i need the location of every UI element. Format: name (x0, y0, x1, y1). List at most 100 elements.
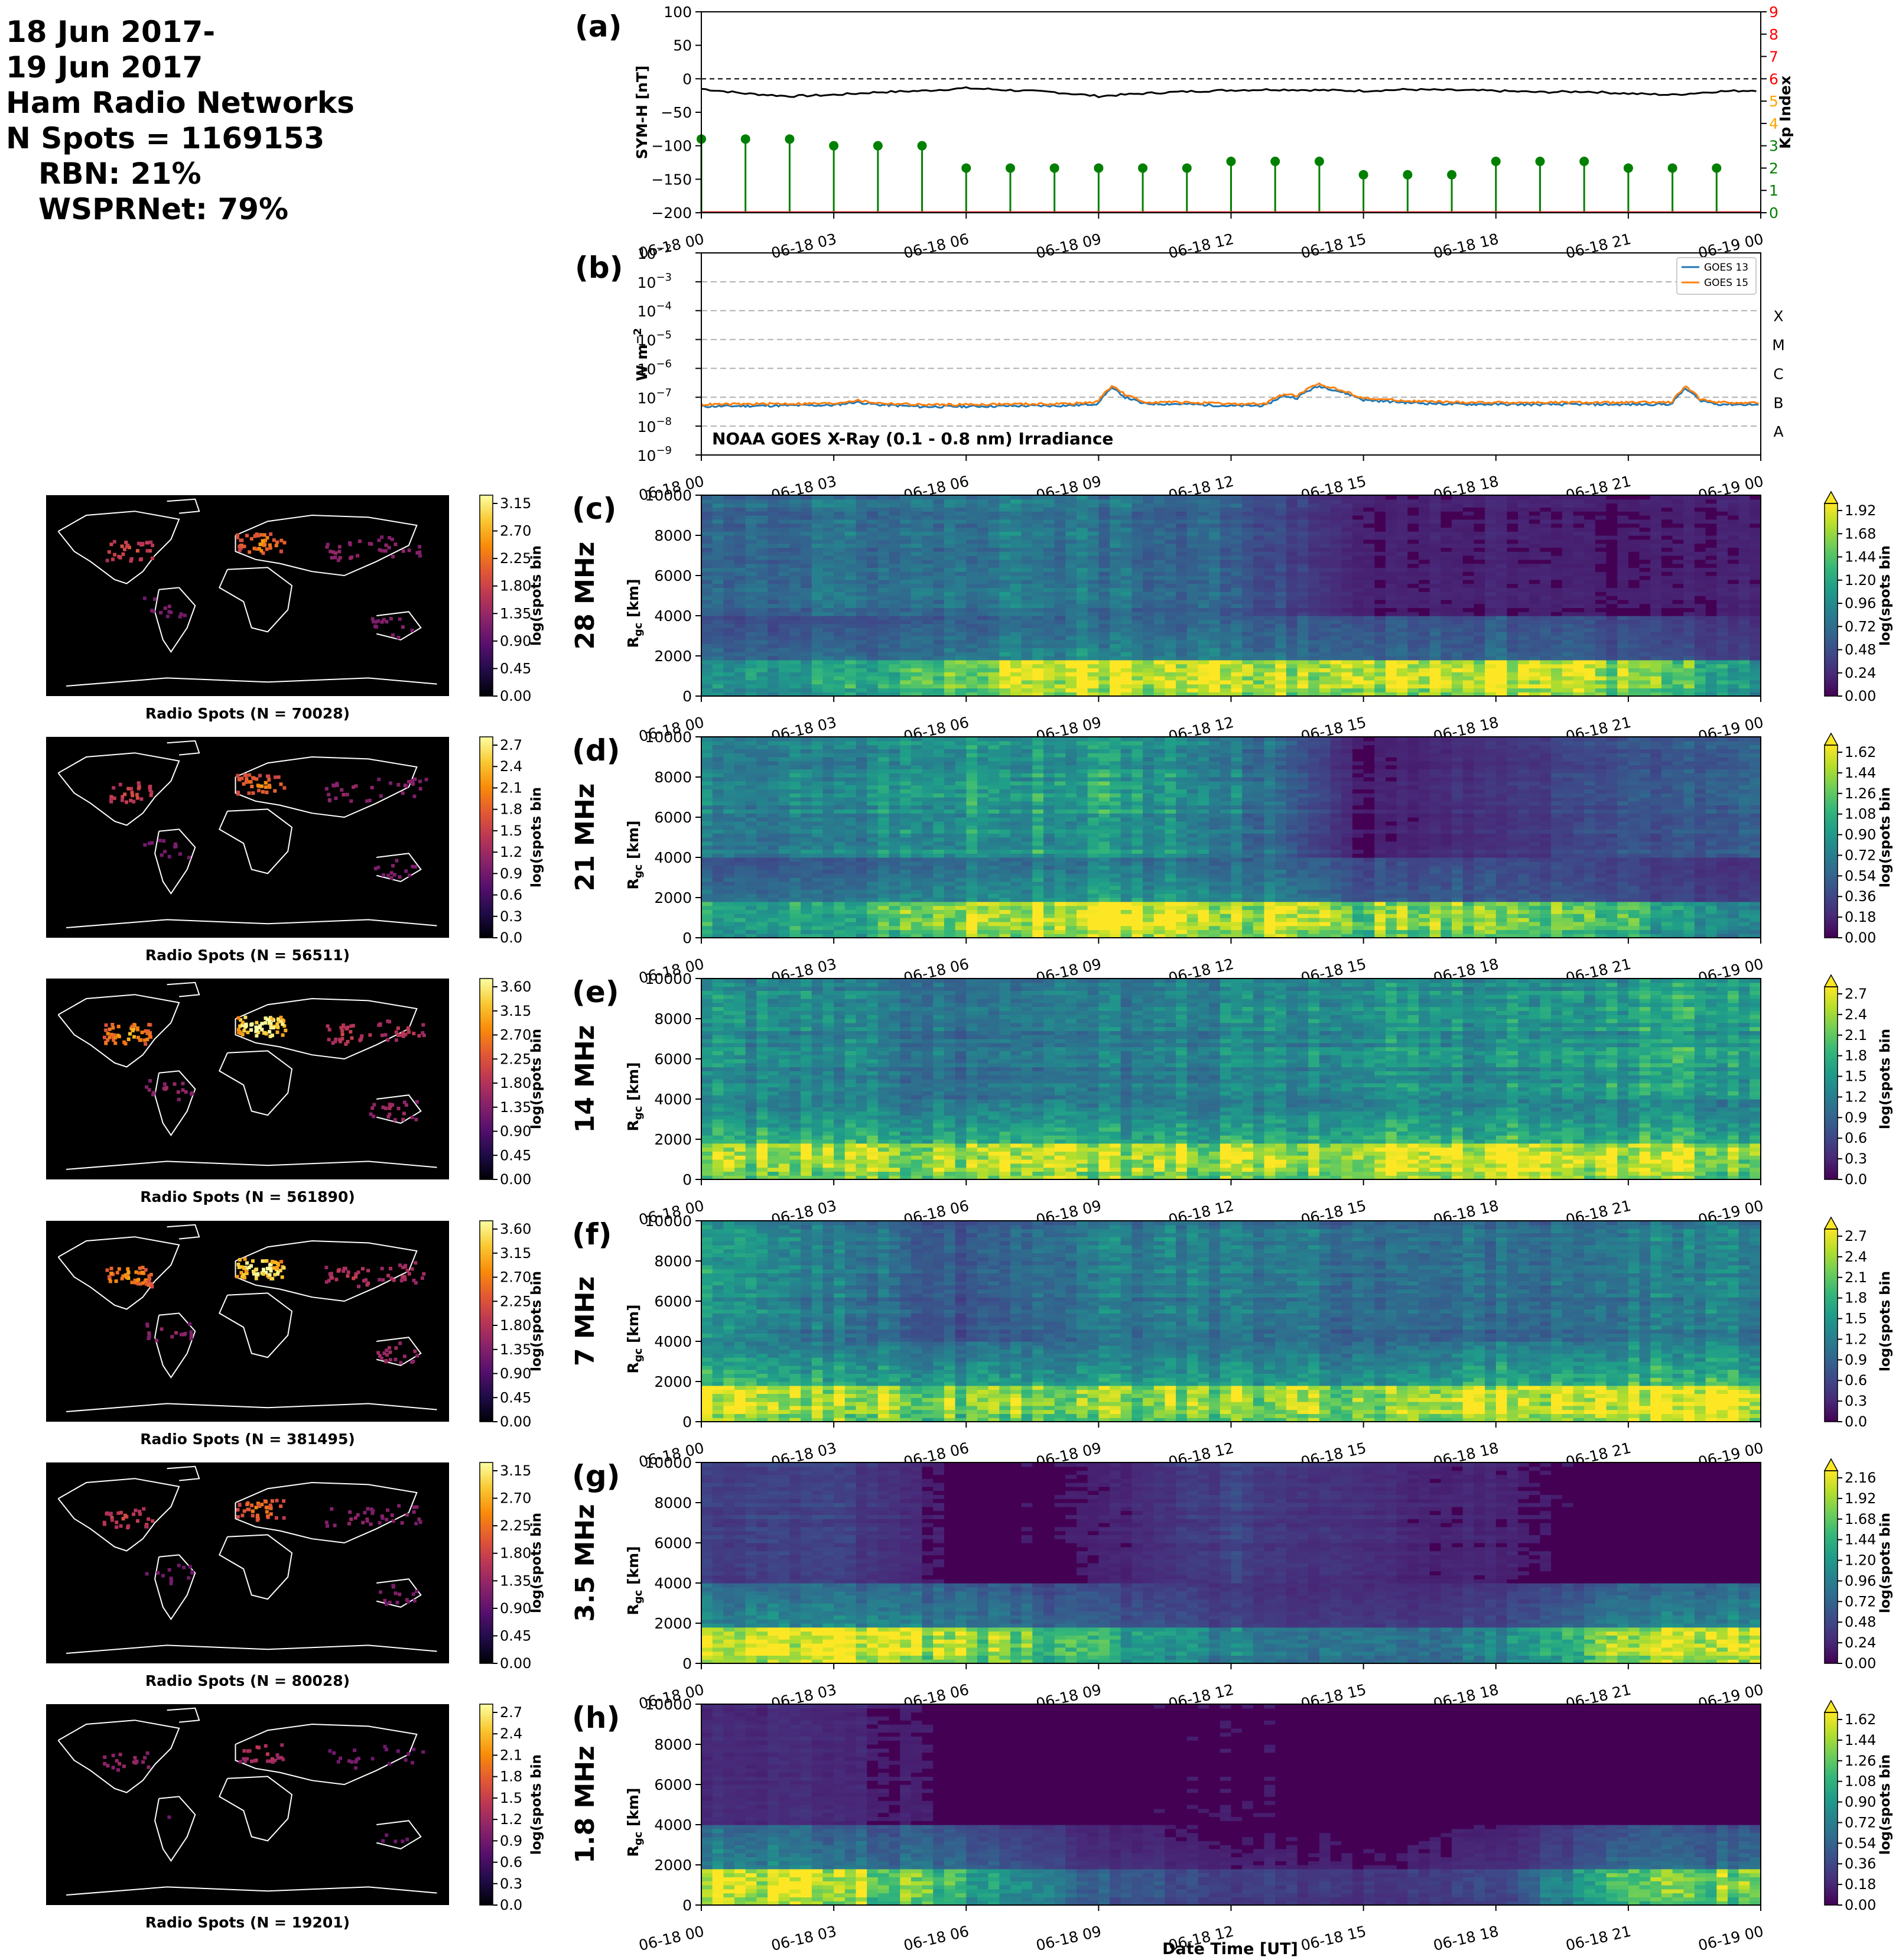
heatmap-cell (834, 668, 846, 672)
heatmap-cell (1043, 664, 1055, 668)
heatmap-cell (1110, 652, 1121, 656)
heatmap-cell (1032, 547, 1044, 552)
heatmap-cell (734, 579, 746, 584)
heatmap-cell (1462, 636, 1474, 641)
heatmap-cell (999, 583, 1011, 588)
heatmap-cell (1540, 639, 1552, 645)
heatmap-cell (889, 555, 900, 560)
heatmap-cell (1352, 495, 1364, 500)
heatmap-cell (1529, 587, 1541, 592)
heatmap-cell (1209, 587, 1221, 592)
heatmap-cell (1452, 543, 1464, 548)
y-tick-exponent: −9 (656, 444, 672, 457)
heatmap-cell (944, 623, 956, 628)
heatmap-cell (1330, 551, 1342, 556)
heatmap-cell (1728, 495, 1739, 500)
heatmap-cell (778, 539, 790, 544)
legend-label: GOES 13 (1704, 262, 1748, 274)
heatmap-cell (1043, 684, 1055, 688)
heatmap-cell (1628, 559, 1640, 564)
heatmap-cell (1617, 543, 1629, 548)
heatmap-cell (944, 531, 956, 536)
heatmap-cell (1131, 515, 1143, 520)
heatmap-cell (1661, 519, 1673, 524)
heatmap-cell (1407, 636, 1419, 641)
heatmap-cell (1077, 547, 1088, 552)
heatmap-cell (1551, 648, 1563, 652)
heatmap-cell (1474, 599, 1485, 604)
heatmap-cell (1485, 571, 1497, 576)
heatmap-cell (1087, 664, 1099, 668)
heatmap-cell (1716, 688, 1728, 693)
heatmap-cell (877, 648, 890, 652)
heatmap-cell (1165, 559, 1176, 564)
heatmap-cell (1595, 547, 1607, 552)
heatmap-cell (1738, 531, 1750, 536)
heatmap-cell (1186, 676, 1199, 681)
heatmap-cell (1153, 576, 1166, 580)
heatmap-cell (1043, 599, 1055, 604)
heatmap-cell (1286, 659, 1298, 665)
heatmap-cell (1165, 519, 1176, 524)
heatmap-cell (1275, 656, 1287, 661)
heatmap-cell (1297, 688, 1309, 693)
heatmap-cell (768, 519, 779, 524)
heatmap-cell (1429, 684, 1441, 688)
heatmap-cell (1386, 688, 1397, 693)
heatmap-cell (1065, 531, 1077, 536)
heatmap-cell (1209, 619, 1221, 625)
heatmap-cell (1551, 688, 1563, 693)
heatmap-cell (1396, 543, 1408, 548)
heatmap-cell (701, 587, 713, 592)
heatmap-cell (977, 652, 989, 656)
heatmap-cell (1485, 607, 1497, 612)
heatmap-cell (1452, 632, 1464, 636)
heatmap-cell (1650, 511, 1662, 516)
heatmap-cell (701, 523, 713, 528)
heatmap-cell (745, 503, 757, 508)
heatmap-cell (1540, 643, 1552, 648)
heatmap-cell (745, 636, 757, 641)
heatmap-cell (701, 596, 713, 600)
heatmap-cell (1209, 591, 1221, 596)
heatmap-cell (1485, 576, 1497, 580)
heatmap-cell (1495, 576, 1508, 580)
heatmap-cell (1352, 668, 1364, 672)
heatmap-cell (1021, 676, 1033, 681)
heatmap-cell (811, 515, 824, 520)
heatmap-cell (1165, 688, 1176, 693)
heatmap-cell (877, 599, 890, 604)
y2-tick-label: 4 (1769, 115, 1778, 132)
heatmap-cell (1606, 523, 1618, 528)
heatmap-cell (1253, 668, 1265, 672)
heatmap-cell (1308, 555, 1320, 560)
heatmap-cell (1661, 559, 1673, 564)
heatmap-cell (856, 676, 867, 681)
heatmap-cell (1396, 499, 1408, 504)
heatmap-cell (1231, 623, 1243, 628)
heatmap-cell (1396, 680, 1408, 685)
heatmap-cell (801, 672, 812, 677)
heatmap-cell (1319, 495, 1331, 500)
heatmap-cell (745, 628, 757, 632)
heatmap-cell (1440, 676, 1452, 681)
heatmap-cell (1153, 628, 1166, 632)
heatmap-cell (734, 692, 746, 697)
heatmap-cell (1021, 680, 1033, 685)
heatmap-cell (1286, 519, 1298, 524)
heatmap-cell (789, 619, 801, 625)
heatmap-cell (1650, 555, 1662, 560)
heatmap-cell (701, 547, 713, 552)
heatmap-cell (1341, 603, 1353, 608)
heatmap-cell (822, 531, 834, 536)
heatmap-cell (1485, 527, 1497, 532)
heatmap-cell (1363, 551, 1375, 556)
heatmap-cell (1606, 579, 1618, 584)
heatmap-cell (1330, 511, 1342, 516)
heatmap-cell (1440, 543, 1452, 548)
heatmap-cell (1694, 543, 1706, 548)
heatmap-cell (1452, 519, 1464, 524)
heatmap-cell (922, 607, 934, 612)
heatmap-cell (1110, 676, 1121, 681)
heatmap-cell (1396, 495, 1408, 500)
